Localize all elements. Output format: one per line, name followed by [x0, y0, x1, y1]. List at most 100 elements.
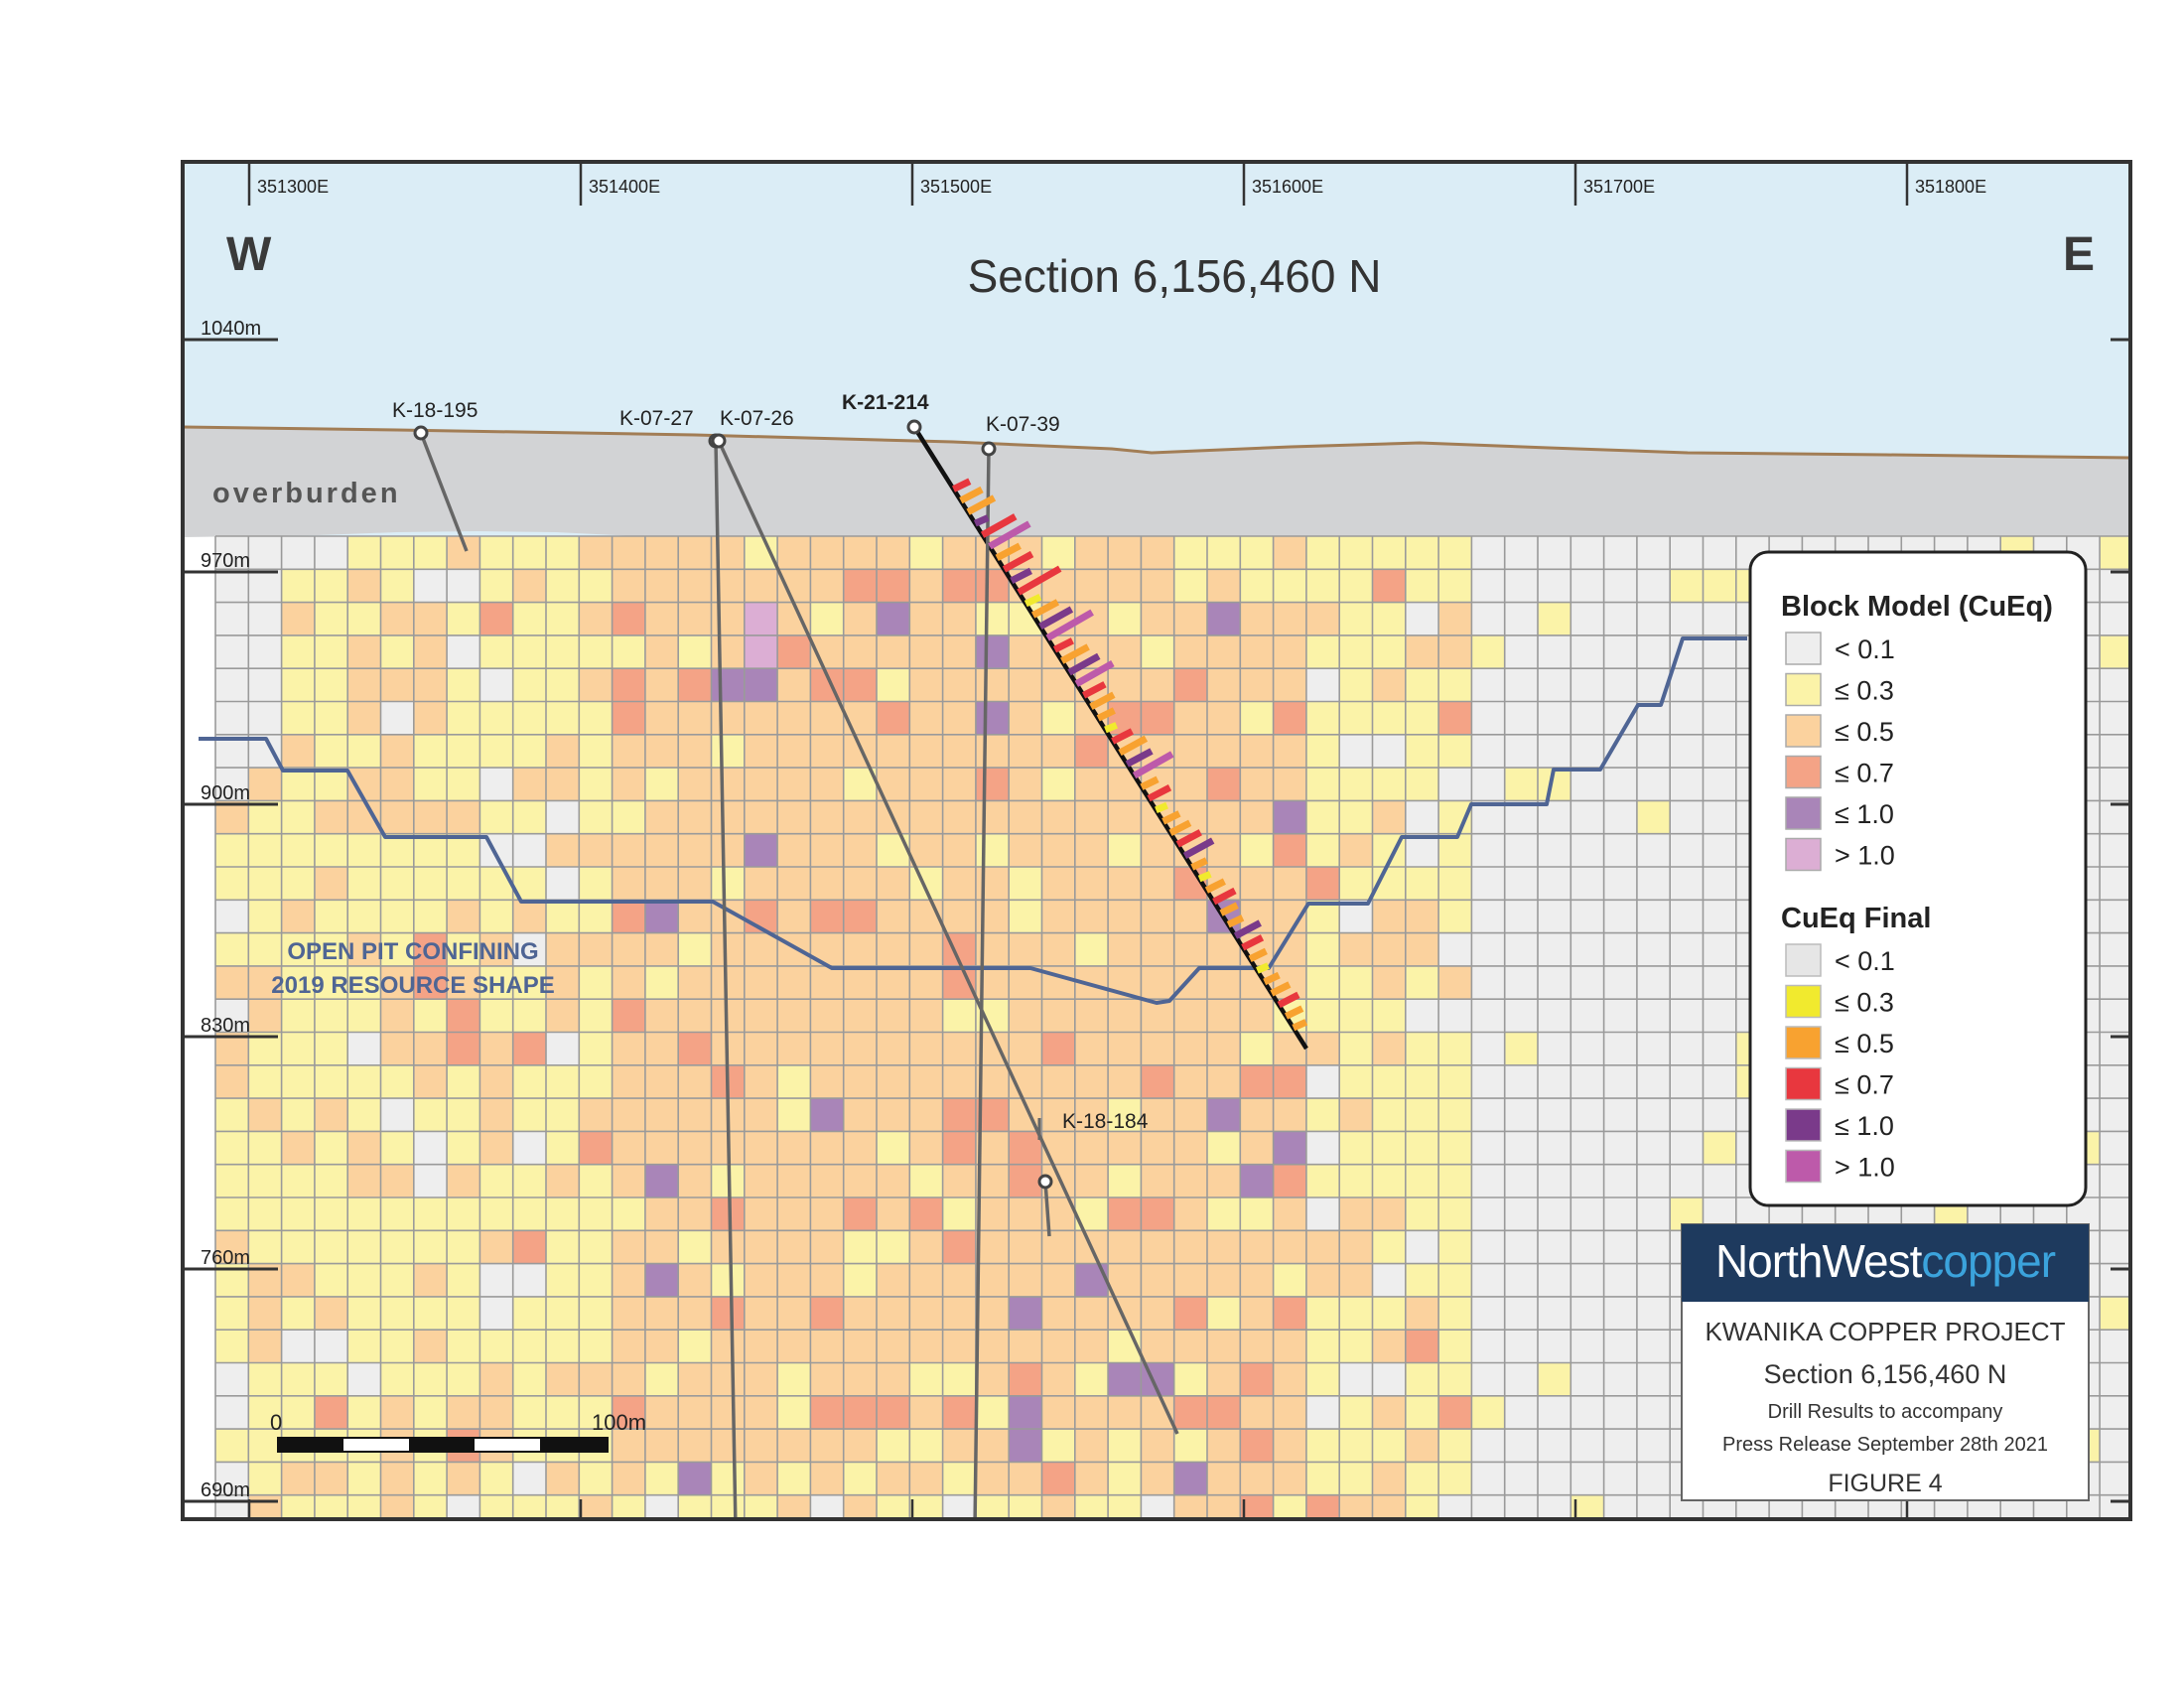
- block-cell: [942, 1263, 976, 1297]
- block-cell: [215, 668, 249, 702]
- block-cell: [281, 932, 315, 966]
- block-cell: [644, 1164, 679, 1197]
- block-cell: [1636, 800, 1671, 834]
- block-cell: [546, 800, 580, 834]
- block-cell: [447, 1032, 480, 1065]
- block-cell: [1438, 1494, 1472, 1519]
- block-cell: [546, 1064, 580, 1099]
- block-cell: [612, 634, 645, 669]
- block-cell: [1504, 867, 1538, 901]
- block-cell: [1538, 668, 1571, 702]
- block-cell: [909, 833, 943, 867]
- block-cell: [909, 1263, 943, 1297]
- block-cell: [744, 734, 778, 769]
- block-cell: [1074, 1032, 1109, 1065]
- block-cell: [380, 701, 414, 735]
- block-cell: [579, 1362, 613, 1396]
- block-cell: [678, 900, 712, 933]
- block-cell: [1009, 634, 1042, 669]
- block-cell: [447, 701, 480, 735]
- block-cell: [1240, 999, 1274, 1033]
- block-cell: [1240, 867, 1274, 901]
- block-cell: [1636, 701, 1671, 735]
- block-cell: [1670, 1098, 1704, 1132]
- block-cell: [1538, 1263, 1571, 1297]
- block-cell: [1504, 701, 1538, 735]
- block-cell: [644, 1296, 679, 1331]
- block-cell: [2100, 1197, 2130, 1231]
- block-cell: [413, 833, 448, 867]
- block-cell: [975, 1330, 1010, 1363]
- block-cell: [1504, 1362, 1538, 1396]
- block-cell: [1240, 1429, 1274, 1463]
- block-cell: [1273, 1098, 1306, 1132]
- block-cell: [1141, 1462, 1174, 1495]
- legend-swatch: [1785, 796, 1822, 830]
- block-cell: [347, 900, 381, 933]
- block-cell: [644, 569, 679, 603]
- block-cell: [380, 1064, 414, 1099]
- block-cell: [1603, 1230, 1637, 1264]
- block-cell: [810, 701, 844, 735]
- block-cell: [546, 1098, 580, 1132]
- block-cell: [1141, 1064, 1174, 1099]
- block-cell: [1538, 1064, 1571, 1099]
- block-cell: [579, 1263, 613, 1297]
- block-cell: [413, 1263, 448, 1297]
- block-cell: [1471, 1330, 1505, 1363]
- block-cell: [314, 1098, 348, 1132]
- block-cell: [380, 768, 414, 801]
- block-cell: [248, 1362, 282, 1396]
- block-cell: [744, 1197, 778, 1231]
- block-cell: [479, 1164, 513, 1197]
- block-cell: [1173, 1429, 1207, 1463]
- block-cell: [1339, 634, 1373, 669]
- block-cell: [1041, 932, 1075, 966]
- block-cell: [380, 1197, 414, 1231]
- block-cell: [281, 1032, 315, 1065]
- block-cell: [281, 1494, 315, 1519]
- block-cell: [248, 602, 282, 635]
- block-cell: [711, 734, 745, 769]
- block-cell: [1372, 1164, 1406, 1197]
- legend-final-title: CuEq Final: [1781, 903, 1931, 934]
- block-cell: [1273, 701, 1306, 735]
- elevation-label: 830m: [201, 1015, 250, 1037]
- block-cell: [1273, 1230, 1306, 1264]
- block-cell: [909, 536, 943, 570]
- block-cell: [1009, 999, 1042, 1033]
- block-cell: [1009, 900, 1042, 933]
- block-cell: [579, 734, 613, 769]
- block-cell: [909, 999, 943, 1033]
- block-cell: [1207, 1131, 1241, 1165]
- block-cell: [1207, 1494, 1241, 1519]
- block-cell: [1339, 833, 1373, 867]
- block-cell: [215, 1462, 249, 1495]
- block-cell: [1108, 536, 1142, 570]
- block-cell: [1603, 1330, 1637, 1363]
- block-cell: [215, 536, 249, 570]
- cueq-interval: [1104, 722, 1119, 734]
- legend-block-title: Block Model (CuEq): [1781, 591, 2053, 623]
- block-cell: [843, 1263, 877, 1297]
- block-cell: [1108, 602, 1142, 635]
- block-cell: [579, 634, 613, 669]
- block-cell: [1240, 1098, 1274, 1132]
- block-cell: [1471, 569, 1505, 603]
- drillhole-K-07-27: [714, 440, 738, 1519]
- block-cell: [1305, 1330, 1340, 1363]
- block-cell: [512, 569, 546, 603]
- block-cell: [512, 668, 546, 702]
- cueq-interval: [973, 514, 990, 527]
- block-cell: [248, 701, 282, 735]
- block-cell: [579, 1395, 613, 1430]
- block-cell: [1670, 932, 1704, 966]
- block-cell: [1636, 1494, 1671, 1519]
- block-cell: [413, 1032, 448, 1065]
- block-cell: [612, 701, 645, 735]
- block-cell: [1273, 1263, 1306, 1297]
- block-cell: [1339, 1263, 1373, 1297]
- cueq-interval: [995, 542, 1022, 561]
- block-cell: [1504, 1064, 1538, 1099]
- block-cell: [1240, 1032, 1274, 1065]
